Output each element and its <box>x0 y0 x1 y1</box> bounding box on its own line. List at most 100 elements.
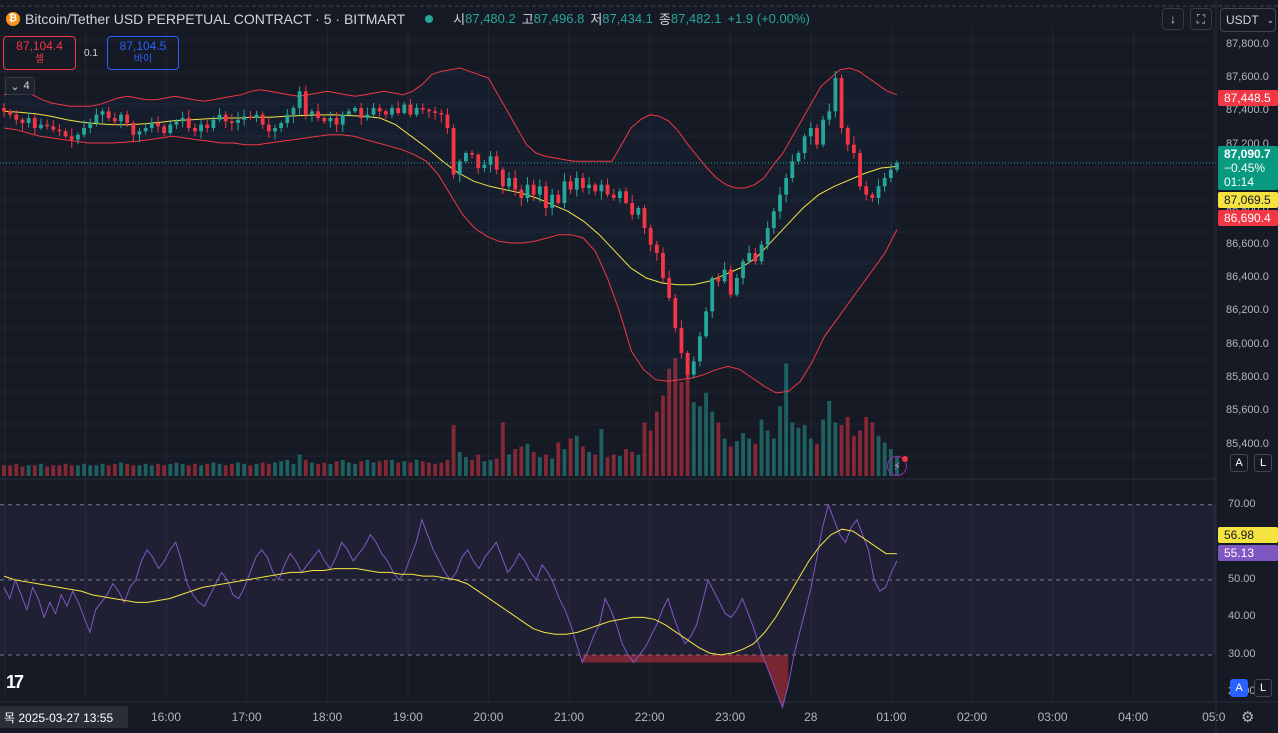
volume-bar <box>420 461 425 476</box>
candle <box>273 128 277 132</box>
currency-select[interactable]: USDT ⌄ <box>1220 8 1276 32</box>
candle <box>556 194 561 203</box>
buy-button[interactable]: 87,104.5 바이 <box>107 36 179 70</box>
volume-bar <box>39 463 43 476</box>
volume-bar <box>125 463 130 476</box>
sell-button[interactable]: 87,104.4 셀 <box>3 36 76 70</box>
candle <box>223 114 228 122</box>
candle <box>636 208 641 215</box>
candle <box>839 78 844 128</box>
candle <box>51 126 56 130</box>
lightning-icon[interactable]: ⚡ <box>887 456 907 476</box>
volume-bar <box>316 463 320 476</box>
sell-label: 셀 <box>34 54 45 65</box>
fullscreen-button[interactable]: ⛶ <box>1190 8 1212 30</box>
candle <box>648 228 653 245</box>
volume-bar <box>679 382 684 476</box>
candle <box>765 228 770 245</box>
candle <box>26 118 31 123</box>
candle <box>728 269 733 295</box>
price-tick-label: 86,200.0 <box>1226 304 1269 317</box>
volume-bar <box>14 463 19 476</box>
volume-bar <box>574 435 579 476</box>
symbol-title[interactable]: Bitcoin/Tether USD PERPETUAL CONTRACT · … <box>25 10 406 27</box>
candle <box>771 211 776 228</box>
candle <box>186 118 191 128</box>
volume-bars <box>2 358 899 476</box>
candle <box>698 336 702 362</box>
volume-bar <box>26 465 31 476</box>
candle <box>383 111 388 115</box>
volume-bar <box>728 446 733 476</box>
candle <box>753 253 758 262</box>
candle <box>254 114 259 118</box>
candle <box>125 114 130 123</box>
rsi-auto-scale-button[interactable]: A <box>1230 679 1248 697</box>
volume-bar <box>63 463 68 476</box>
auto-scale-button[interactable]: A <box>1230 454 1248 472</box>
volume-bar <box>211 462 216 476</box>
candle <box>359 108 364 118</box>
price-tick-label: 85,800.0 <box>1226 371 1269 383</box>
download-icon: ↓ <box>1170 12 1176 26</box>
volume-bar <box>291 463 296 476</box>
download-button[interactable]: ↓ <box>1162 8 1184 30</box>
volume-bar <box>377 461 382 476</box>
volume-bar <box>476 454 481 476</box>
volume-bar <box>199 465 203 476</box>
candle <box>377 108 382 112</box>
volume-bar <box>544 454 548 476</box>
volume-bar <box>106 465 111 476</box>
volume-bar <box>624 449 628 476</box>
candle <box>180 118 185 122</box>
volume-bar <box>396 462 401 476</box>
rsi-log-scale-button[interactable]: L <box>1254 679 1272 697</box>
candle <box>408 104 413 115</box>
volume-bar <box>273 462 277 476</box>
indicators-toggle-button[interactable]: ⌄ 4 <box>5 77 35 95</box>
volume-bar <box>266 463 271 476</box>
price-tick-label: 85,600.0 <box>1226 404 1269 417</box>
candle <box>734 278 739 295</box>
log-scale-button[interactable]: L <box>1254 454 1272 472</box>
volume-bar <box>531 451 536 476</box>
volume-bar <box>587 451 591 476</box>
candle <box>291 108 296 115</box>
volume-bar <box>328 463 333 476</box>
volume-bar <box>180 463 185 476</box>
rsi-tag: 55.13 <box>1218 545 1278 561</box>
bar-countdown: 01:14 <box>1224 175 1255 189</box>
candle <box>266 124 271 132</box>
candle <box>870 194 875 198</box>
candle <box>494 156 499 170</box>
candle <box>685 353 690 375</box>
volume-bar <box>279 461 284 476</box>
volume-bar <box>427 462 431 476</box>
bb-band-fill <box>4 68 897 393</box>
candles <box>2 71 899 379</box>
volume-bar <box>353 463 357 476</box>
bb-basis-tag: 87,069.5 <box>1218 192 1278 208</box>
candle <box>525 184 530 198</box>
volume-bar <box>500 422 505 476</box>
sell-price: 87,104.4 <box>16 39 63 53</box>
candle <box>285 114 290 123</box>
volume-bar <box>507 454 511 476</box>
volume-bar <box>168 463 173 476</box>
candle <box>334 118 339 125</box>
volume-bar <box>685 366 690 476</box>
volume-bar <box>858 430 862 476</box>
volume-bar <box>845 417 850 476</box>
buy-price: 87,104.5 <box>119 39 167 53</box>
chevron-down-icon: ⌄ <box>1266 14 1275 25</box>
tradingview-logo[interactable]: 17 <box>6 672 24 692</box>
volume-bar <box>636 454 641 476</box>
volume-bar <box>605 457 610 476</box>
candle <box>611 194 616 198</box>
volume-bar <box>827 400 832 476</box>
volume-bar <box>451 425 456 476</box>
time-tick-label: 05:0 <box>1202 710 1226 724</box>
gear-icon[interactable]: ⚙ <box>1241 709 1255 726</box>
candle <box>568 181 573 190</box>
